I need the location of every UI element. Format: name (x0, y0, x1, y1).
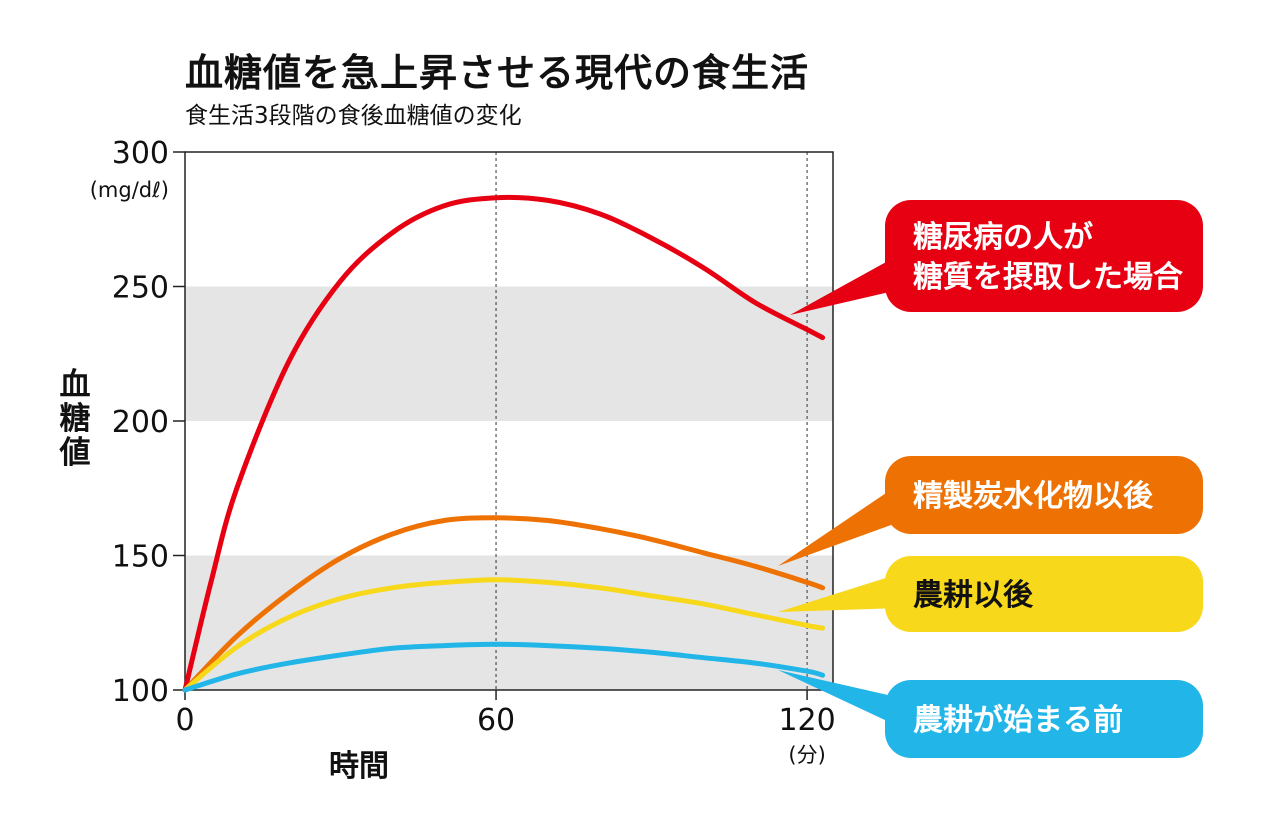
x-tick-label-60: 60 (477, 703, 515, 738)
series-label-2-0: 農耕以後 (913, 578, 1034, 613)
y-tick-label-300: 300 (112, 136, 169, 171)
y-tick-label-200: 200 (112, 405, 169, 440)
x-tick-label-0: 0 (175, 703, 194, 738)
callout-pointer-0 (790, 256, 907, 315)
y-tick-label-250: 250 (112, 271, 169, 306)
x-axis-label: 時間 (329, 749, 389, 784)
callout-pointer-3 (778, 670, 902, 728)
y-tick-label-100: 100 (112, 674, 169, 709)
series-line-1 (182, 515, 826, 693)
callout-box-2 (885, 556, 1203, 632)
callout-box-3 (885, 680, 1203, 758)
series-line-3 (182, 641, 826, 693)
y-axis-label: 血糖値 (59, 367, 91, 471)
series-line-2 (182, 577, 826, 693)
series-label-1-0: 精製炭水化物以後 (913, 479, 1154, 514)
series-label-3-0: 農耕が始まる前 (913, 703, 1123, 738)
callout-pointer-1 (778, 489, 902, 566)
chart-title: 血糖値を急上昇させる現代の食生活 (185, 51, 810, 95)
series-label-0-0: 糖尿病の人が (913, 220, 1093, 255)
y-unit-label: (mg/dℓ) (90, 178, 169, 202)
x-unit-label: (分) (788, 743, 825, 767)
shaded-band-1 (185, 286, 833, 421)
x-tick-label-120: 120 (778, 703, 835, 738)
y-tick-label-150: 150 (112, 540, 169, 575)
series-label-0-1: 糖質を摂取した場合 (913, 260, 1183, 295)
callout-box-1 (885, 456, 1203, 534)
callout-box-0 (885, 200, 1203, 312)
series-line-0 (182, 194, 826, 693)
chart-subtitle: 食生活3段階の食後血糖値の変化 (185, 103, 522, 129)
callout-pointer-2 (778, 576, 902, 612)
